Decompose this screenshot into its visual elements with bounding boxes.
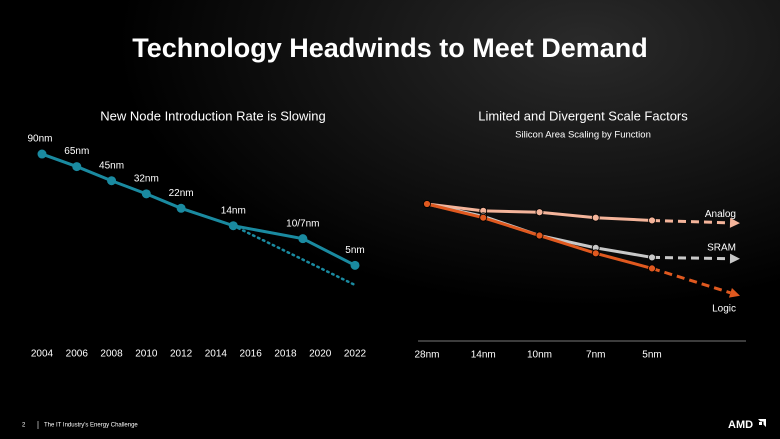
point [648, 253, 656, 262]
arrowhead [728, 288, 740, 298]
chart-title: Limited and Divergent Scale Factors [478, 108, 688, 123]
point [350, 260, 360, 270]
x-tick-label: 2004 [31, 349, 54, 360]
point [298, 234, 308, 244]
x-tick-label: 2014 [205, 349, 228, 360]
x-tick-label: 7nm [586, 350, 605, 361]
point [591, 249, 600, 258]
data-label: 14nm [221, 205, 246, 216]
x-tick-label: 2020 [309, 349, 332, 360]
point [423, 200, 431, 208]
x-tick-label: 2022 [344, 349, 367, 360]
point [37, 149, 47, 159]
point [648, 264, 656, 273]
logo-mark [758, 419, 766, 427]
series-label: Analog [705, 209, 736, 220]
x-tick-label: 10nm [527, 350, 552, 361]
trend-line [232, 224, 357, 287]
x-tick-label: 28nm [414, 350, 439, 361]
point [107, 176, 117, 186]
projection-line [651, 255, 731, 261]
x-tick-label: 2018 [274, 349, 297, 360]
point [479, 213, 488, 222]
data-label: 5nm [345, 245, 364, 256]
footer-text: The IT Industry's Energy Challenge [44, 423, 138, 429]
x-tick-label: 5nm [642, 350, 661, 361]
x-tick-label: 2010 [135, 349, 158, 360]
point [535, 208, 544, 217]
point [141, 189, 151, 199]
series-label: SRAM [707, 242, 736, 253]
point [72, 162, 82, 172]
data-label: 10/7nm [286, 218, 319, 229]
data-label: 32nm [134, 174, 159, 185]
data-label: 22nm [169, 188, 194, 199]
page-number: 2 [22, 423, 26, 429]
arrowhead [729, 253, 740, 264]
point [591, 213, 600, 222]
point [648, 216, 656, 225]
line [40, 152, 357, 267]
data-label: 45nm [99, 160, 124, 171]
x-tick-label: 14nm [471, 350, 496, 361]
x-tick-label: 2012 [170, 349, 193, 360]
point [535, 231, 544, 240]
projection-line [651, 266, 731, 295]
x-tick-label: 2016 [240, 349, 263, 360]
chart-subtitle: Silicon Area Scaling by Function [515, 130, 651, 141]
x-tick-label: 2008 [100, 349, 123, 360]
point [176, 203, 186, 213]
slide-title: Technology Headwinds to Meet Demand [132, 33, 648, 63]
x-tick-label: 2006 [66, 349, 89, 360]
projection-line [651, 218, 731, 225]
chart-title: New Node Introduction Rate is Slowing [100, 108, 325, 123]
series-label: Logic [712, 303, 736, 314]
arrowhead [729, 217, 740, 228]
data-label: 65nm [64, 146, 89, 157]
data-label: 90nm [27, 134, 52, 145]
logo: AMD [728, 419, 753, 431]
